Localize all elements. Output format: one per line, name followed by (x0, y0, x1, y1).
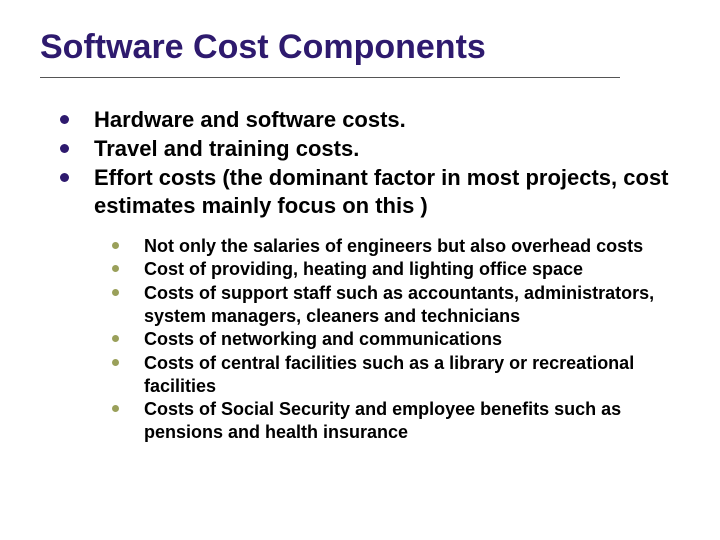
sub-list: Not only the salaries of engineers but a… (94, 235, 680, 444)
main-list: Hardware and software costs. Travel and … (40, 106, 680, 444)
sub-list-item: Costs of central facilities such as a li… (112, 352, 680, 397)
list-item-text: Effort costs (the dominant factor in mos… (94, 165, 669, 218)
slide-title: Software Cost Components (40, 28, 620, 78)
list-item: Effort costs (the dominant factor in mos… (60, 164, 680, 443)
list-item: Travel and training costs. (60, 135, 680, 163)
sub-list-item: Cost of providing, heating and lighting … (112, 258, 680, 281)
sub-list-item: Not only the salaries of engineers but a… (112, 235, 680, 258)
sub-list-item: Costs of networking and communications (112, 328, 680, 351)
sub-list-item: Costs of Social Security and employee be… (112, 398, 680, 443)
sub-list-item: Costs of support staff such as accountan… (112, 282, 680, 327)
list-item: Hardware and software costs. (60, 106, 680, 134)
